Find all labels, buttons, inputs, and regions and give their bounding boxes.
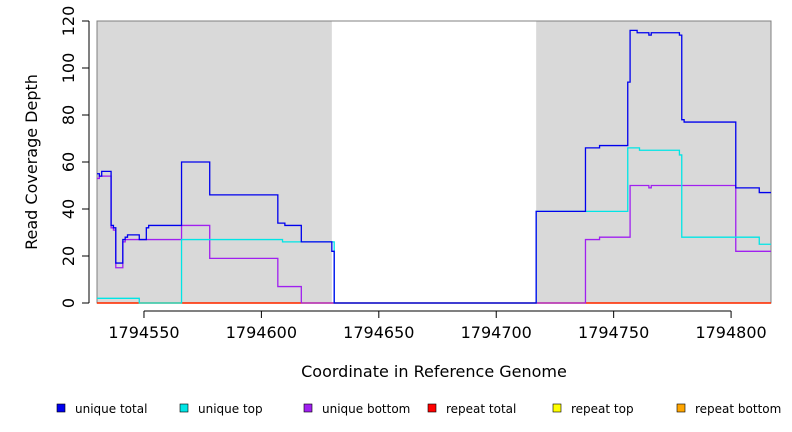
legend-swatch: [427, 403, 437, 413]
y-tick-label: 120: [59, 6, 78, 37]
shaded-region-2: [536, 21, 771, 303]
legend: unique total unique top unique bottom repea…: [56, 402, 781, 416]
legend-label: unique top: [198, 402, 263, 416]
x-tick-label: 1794600: [226, 323, 297, 342]
y-tick-label: 100: [59, 53, 78, 84]
x-axis: 1794550 1794600 1794650 1794700 1794750 17948…: [108, 310, 767, 342]
plot-background: [97, 21, 771, 303]
legend-label: repeat bottom: [695, 402, 781, 416]
legend-swatch: [303, 403, 313, 413]
legend-swatch: [676, 403, 686, 413]
shaded-region-1: [97, 21, 332, 303]
series-line-unique-total: [97, 29, 771, 304]
y-tick-label: 40: [59, 199, 78, 219]
y-axis-title: Read Coverage Depth: [22, 74, 41, 250]
legend-label: repeat top: [571, 402, 634, 416]
y-tick-label: 20: [59, 246, 78, 266]
x-tick-label: 1794550: [108, 323, 179, 342]
y-axis: 0 20 40 60 80 100 120: [59, 6, 90, 308]
x-axis-title: Coordinate in Reference Genome: [301, 362, 567, 381]
y-tick-label: 0: [59, 298, 78, 308]
x-tick-label: 1794800: [695, 323, 766, 342]
x-tick-label: 1794750: [578, 323, 649, 342]
y-tick-label: 80: [59, 105, 78, 125]
series-line-unique-bottom: [97, 175, 771, 304]
legend-swatch: [179, 403, 189, 413]
series-layer: [97, 29, 771, 304]
y-tick-label: 60: [59, 152, 78, 172]
legend-label: unique bottom: [322, 402, 410, 416]
legend-label: unique total: [75, 402, 147, 416]
legend-swatch: [56, 403, 66, 413]
legend-swatch: [552, 403, 562, 413]
x-tick-label: 1794700: [461, 323, 532, 342]
legend-label: repeat total: [446, 402, 516, 416]
x-tick-label: 1794650: [343, 323, 414, 342]
